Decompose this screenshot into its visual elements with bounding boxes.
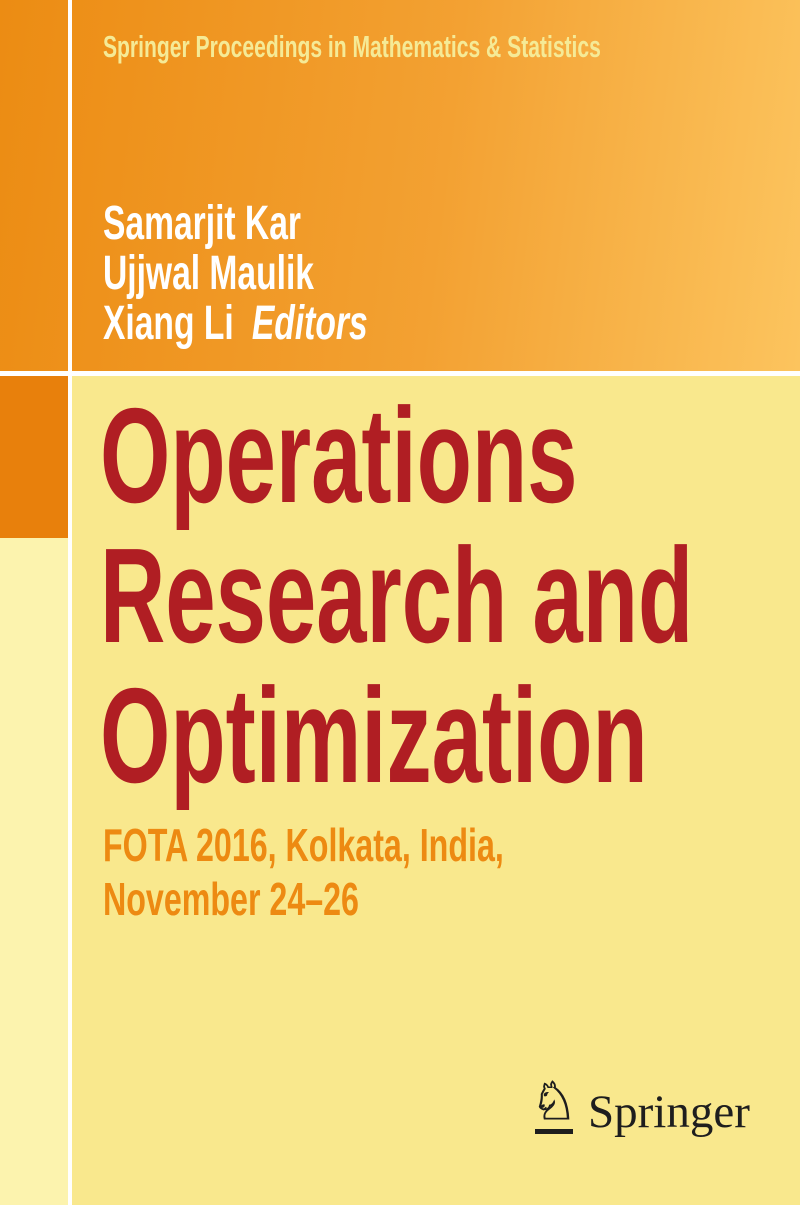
publisher-name: Springer	[588, 1086, 750, 1138]
vertical-divider	[68, 0, 72, 1205]
left-strip	[0, 538, 68, 1205]
editor-name: Ujjwal Maulik	[103, 247, 314, 300]
book-title: Operations Research and Optimization	[100, 386, 693, 806]
editors-label: Editors	[251, 297, 368, 350]
book-title-line: Research and	[100, 520, 694, 671]
book-title-line: Operations	[100, 380, 578, 531]
accent-square	[0, 376, 68, 538]
springer-horse-icon: ♘	[530, 1072, 578, 1132]
book-title-line: Optimization	[100, 660, 648, 811]
editor-name-row: Xiang Li Editors	[103, 299, 368, 349]
horizontal-divider	[0, 371, 800, 376]
book-subtitle: FOTA 2016, Kolkata, India, November 24–2…	[103, 818, 504, 926]
editors-block: Samarjit Kar Ujjwal Maulik Xiang Li Edito…	[103, 199, 368, 349]
editor-name: Xiang Li	[103, 297, 234, 350]
series-title: Springer Proceedings in Mathematics & St…	[103, 29, 601, 64]
editor-name: Samarjit Kar	[103, 197, 301, 250]
springer-logo: ♘	[528, 1076, 580, 1134]
book-subtitle-line: November 24–26	[103, 873, 359, 925]
logo-underline	[535, 1129, 573, 1134]
top-orange-band	[0, 0, 800, 371]
book-subtitle-line: FOTA 2016, Kolkata, India,	[103, 819, 504, 871]
